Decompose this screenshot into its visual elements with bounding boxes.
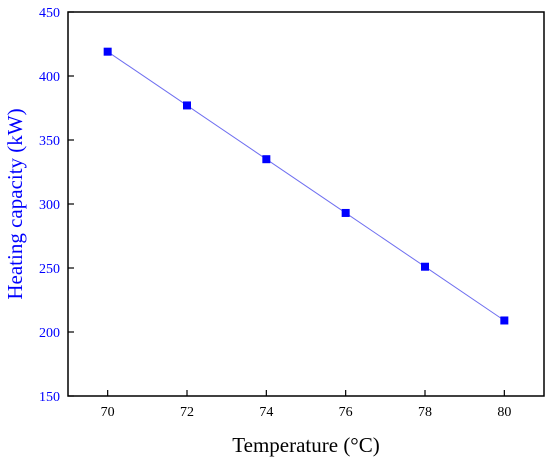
data-point	[262, 155, 271, 164]
y-tick-label: 450	[39, 6, 60, 21]
y-tick-label: 350	[39, 134, 60, 149]
data-point	[500, 316, 509, 325]
x-tick-label: 74	[259, 405, 273, 420]
x-tick-label: 78	[418, 405, 432, 420]
data-point	[341, 208, 350, 217]
x-tick-label: 76	[339, 405, 353, 420]
data-series	[103, 47, 509, 325]
y-tick-label: 300	[39, 198, 60, 213]
data-point	[183, 101, 191, 110]
x-tick-label: 72	[180, 405, 194, 420]
data-point	[421, 262, 429, 271]
y-tick-label: 150	[39, 390, 60, 405]
y-axis-ticks: 150 200 250 300 350 400 450	[39, 6, 74, 405]
y-tick-label: 250	[39, 262, 60, 277]
y-tick-label: 200	[39, 326, 60, 341]
x-tick-label: 70	[101, 405, 115, 420]
x-tick-label: 80	[497, 405, 511, 420]
series-line	[107, 51, 505, 321]
plot-frame	[67, 11, 545, 397]
y-tick-label: 400	[39, 70, 60, 85]
y-axis-title: Heating capacity (kW)	[3, 108, 27, 299]
x-axis-title: Temperature (°C)	[232, 433, 379, 457]
data-point	[103, 47, 112, 56]
x-axis-ticks: 70 72 74 76 78 80	[101, 390, 511, 420]
